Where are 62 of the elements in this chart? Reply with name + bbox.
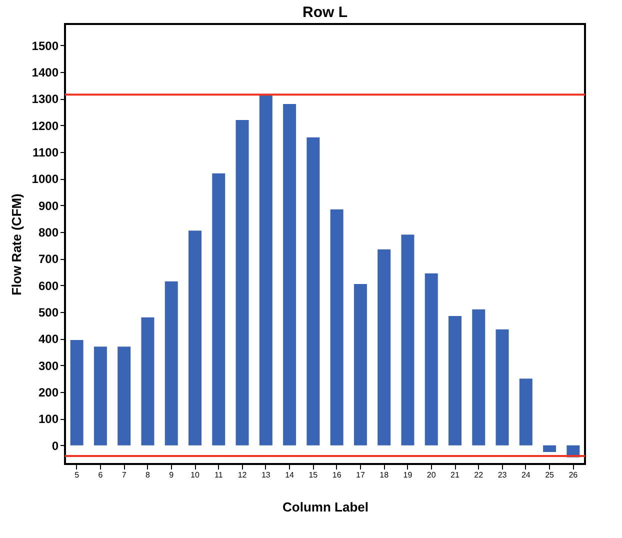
x-tick-label: 13 [261,470,271,480]
bar [448,316,462,446]
y-tick-label: 1100 [32,146,59,160]
y-tick-label: 100 [38,412,59,426]
x-tick-label: 25 [545,470,555,480]
x-tick-label: 15 [308,470,318,480]
x-tick-label: 7 [122,470,127,480]
bar [141,317,154,446]
y-tick-label: 1500 [32,38,59,53]
x-tick-label: 21 [450,470,460,480]
y-tick-label: 0 [52,438,59,453]
bar [212,173,226,446]
y-tick-label: 1400 [32,66,59,80]
y-tick-label: 600 [38,278,59,293]
x-tick-label: 14 [285,470,295,480]
chart-title: Row L [302,4,348,21]
bar [306,137,320,446]
x-tick-label: 6 [98,470,104,480]
x-tick-label: 17 [356,470,366,480]
y-tick-label: 1000 [32,172,59,186]
bar [259,94,272,446]
y-tick-label: 400 [38,332,59,346]
bar [378,249,391,446]
bar [70,340,84,446]
bar [543,445,556,452]
y-tick-label: 500 [38,306,59,320]
x-tick-label: 11 [214,470,224,480]
y-tick-label: 900 [38,198,59,213]
x-tick-label: 20 [426,470,436,480]
bar [236,120,249,446]
x-tick-label: 5 [74,470,80,480]
bar [330,209,344,446]
y-tick-label: 200 [38,386,59,400]
bar [94,346,107,446]
x-tick-label: 12 [238,470,248,480]
x-tick-label: 8 [146,470,150,480]
bar [283,104,296,446]
y-tick-label: 1300 [32,92,59,106]
bar [401,234,414,446]
bar [164,281,178,446]
x-axis-title: Column Label [282,500,368,514]
y-tick-label: 800 [38,226,59,240]
x-tick-label: 10 [190,470,200,480]
bar [118,346,131,446]
y-tick-label: 700 [38,252,59,266]
bar [519,378,532,446]
bar [472,309,486,446]
bar [188,230,202,446]
y-tick-label: 1200 [32,118,59,133]
x-tick-label: 18 [380,470,390,480]
bar [496,329,509,446]
x-tick-label: 26 [568,470,578,480]
y-axis-title: Flow Rate (CFM) [8,194,24,296]
x-tick-label: 23 [498,470,508,480]
x-tick-label: 16 [332,470,342,480]
bar [424,273,438,446]
x-tick-label: 9 [169,470,174,480]
x-tick-label: 19 [403,470,413,480]
bar [354,284,367,446]
x-tick-label: 22 [474,470,484,480]
x-tick-label: 24 [521,470,531,480]
y-tick-label: 300 [38,358,59,373]
